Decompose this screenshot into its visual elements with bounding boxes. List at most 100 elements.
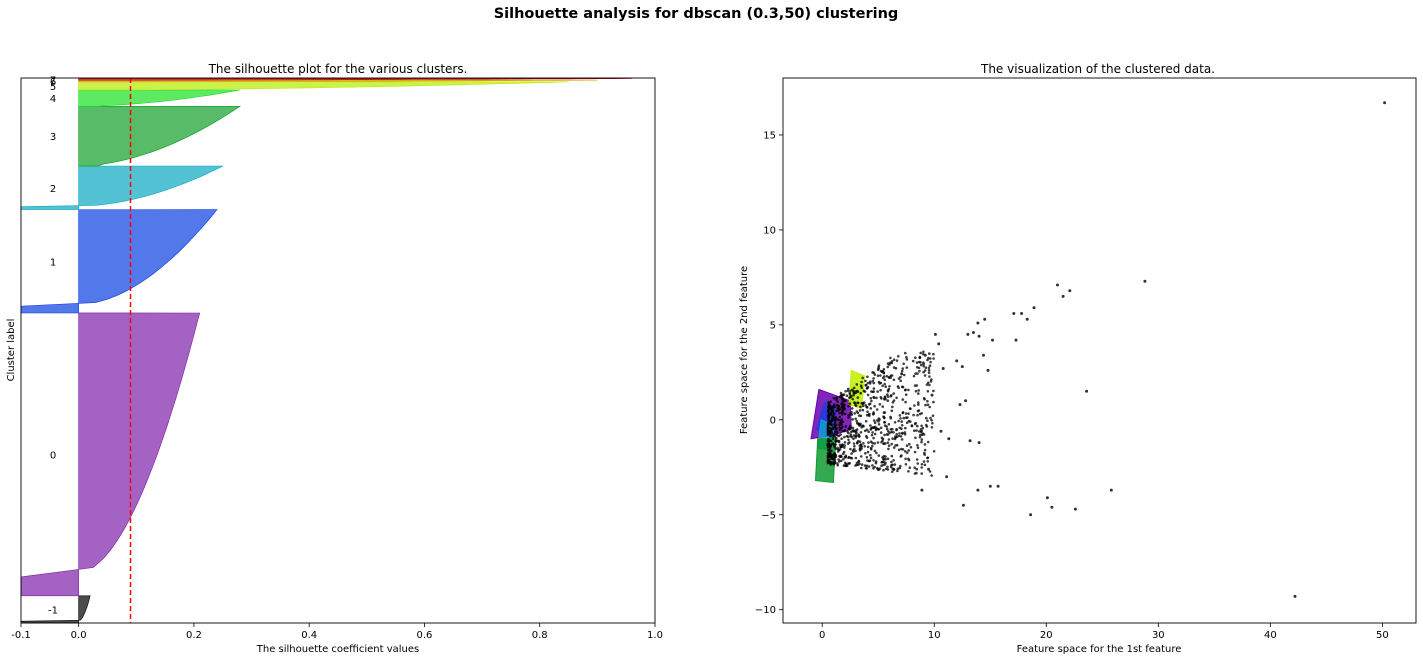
scatter-dense-point: [859, 384, 863, 388]
scatter-dense-point: [837, 418, 840, 422]
scatter-dense-point: [852, 429, 855, 432]
scatter-dense-point: [897, 386, 900, 390]
scatter-noise-point: [933, 332, 937, 336]
scatter-dense-point: [854, 449, 857, 453]
scatter-x-tick-label: 0: [819, 630, 825, 641]
scatter-dense-point: [867, 430, 870, 434]
scatter-dense-point: [926, 460, 930, 463]
scatter-dense-point: [855, 428, 859, 431]
scatter-dense-point: [920, 438, 924, 441]
scatter-dense-point: [843, 444, 846, 447]
scatter-noise-point: [927, 467, 931, 471]
scatter-dense-point: [901, 411, 905, 414]
scatter-dense-point: [886, 457, 890, 461]
scatter-dense-point: [907, 470, 910, 473]
scatter-dense-point: [847, 438, 850, 442]
scatter-dense-point: [827, 403, 831, 407]
scatter-dense-point: [871, 444, 874, 448]
scatter-dense-point: [852, 386, 856, 390]
scatter-dense-point: [907, 457, 910, 461]
scatter-dense-point: [904, 416, 908, 420]
scatter-dense-point: [930, 419, 933, 422]
scatter-dense-point: [860, 466, 863, 470]
scatter-noise-point: [1025, 317, 1029, 321]
scatter-dense-point: [851, 397, 854, 401]
scatter-dense-point: [859, 431, 863, 434]
scatter-dense-point: [861, 376, 864, 380]
scatter-dense-point: [891, 470, 894, 474]
scatter-dense-point: [844, 390, 847, 393]
scatter-noise-point: [1020, 312, 1024, 315]
scatter-dense-point: [847, 456, 850, 460]
scatter-dense-point: [927, 369, 931, 372]
scatter-dense-point: [864, 419, 868, 423]
scatter-noise-point: [1068, 289, 1072, 293]
scatter-dense-point: [913, 466, 916, 470]
scatter-dense-point: [920, 424, 923, 428]
scatter-dense-point: [887, 423, 891, 426]
scatter-dense-point: [913, 472, 917, 475]
scatter-dense-point: [826, 461, 830, 465]
scatter-noise-point: [1073, 507, 1077, 511]
scatter-dense-point: [900, 454, 903, 457]
scatter-dense-point: [855, 383, 859, 386]
scatter-dense-point: [917, 403, 920, 406]
scatter-dense-point: [872, 436, 875, 440]
scatter-dense-point: [857, 433, 860, 436]
scatter-dense-point: [916, 446, 920, 450]
scatter-dense-point: [834, 430, 837, 434]
scatter-dense-point: [871, 431, 874, 434]
cluster-label-4: 4: [50, 94, 56, 105]
scatter-dense-point: [847, 414, 850, 417]
scatter-dense-point: [895, 359, 899, 362]
scatter-dense-point: [924, 423, 928, 427]
scatter-dense-point: [897, 448, 901, 452]
scatter-noise-point: [1109, 488, 1113, 492]
scatter-x-label: Feature space for the 1st feature: [1017, 644, 1182, 655]
scatter-dense-point: [872, 377, 875, 380]
scatter-dense-point: [876, 390, 879, 393]
scatter-points: [920, 101, 1387, 598]
scatter-dense-point: [859, 391, 862, 395]
scatter-y-tick-label: −10: [755, 605, 776, 616]
scatter-dense-point: [863, 464, 867, 467]
scatter-dense-point: [897, 377, 901, 380]
scatter-dense-point: [903, 450, 907, 453]
scatter-dense-point: [916, 372, 919, 375]
silhouette-plot-frame: [20, 77, 656, 624]
scatter-dense-point: [922, 362, 925, 366]
scatter-dense-point: [873, 442, 877, 445]
scatter-noise-point: [930, 393, 934, 397]
scatter-dense-point: [919, 433, 922, 437]
scatter-dense-point: [889, 465, 893, 469]
scatter-dense-point: [905, 358, 909, 361]
scatter-y-tick-label: 0: [770, 415, 776, 426]
scatter-dense-point: [926, 403, 930, 407]
scatter-dense-point: [845, 434, 849, 438]
scatter-dense-point: [836, 409, 840, 413]
scatter-dense-point: [902, 362, 905, 366]
silhouette-x-tick-label: 1.0: [647, 630, 663, 641]
scatter-dense-point: [918, 412, 922, 416]
scatter-dense-point: [852, 442, 856, 445]
scatter-dense-point: [872, 387, 876, 390]
silhouette-x-label: The silhouette coefficient values: [256, 644, 420, 655]
scatter-dense-point: [900, 438, 904, 441]
scatter-dense-point: [839, 433, 842, 436]
scatter-dense-point: [866, 385, 870, 389]
scatter-dense-point: [905, 366, 909, 369]
scatter-dense-point: [926, 390, 930, 393]
scatter-dense-point: [895, 428, 898, 431]
scatter-dense-point: [844, 454, 848, 458]
scatter-dense-point: [842, 450, 846, 454]
scatter-dense-point: [932, 389, 935, 393]
scatter-noise-point: [966, 332, 970, 336]
scatter-dense-point: [831, 416, 835, 419]
scatter-dense-point: [854, 436, 857, 439]
scatter-dense-point: [929, 357, 932, 360]
scatter-noise-point: [941, 367, 945, 370]
scatter-dense-point: [921, 432, 925, 435]
scatter-dense-point: [919, 361, 922, 364]
scatter-dense-point: [838, 411, 841, 415]
scatter-dense-point: [920, 466, 923, 469]
